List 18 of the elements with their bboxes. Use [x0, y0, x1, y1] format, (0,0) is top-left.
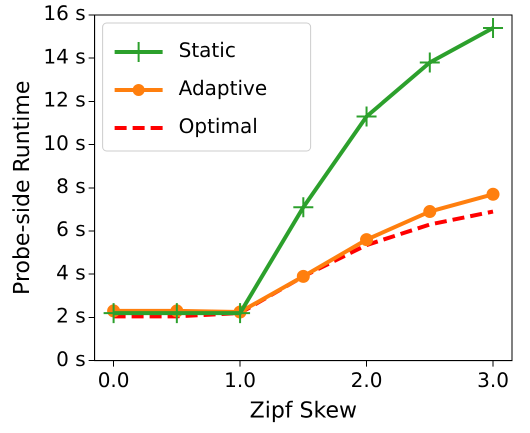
legend-label: Static — [178, 38, 236, 62]
y-tick-label: 4 s — [56, 260, 86, 284]
y-tick-label: 16 s — [43, 1, 86, 26]
legend-label: Adaptive — [178, 76, 268, 100]
y-tick-label: 10 s — [43, 130, 86, 155]
y-tick-label: 0 s — [56, 346, 86, 371]
x-axis-title: Zipf Skew — [250, 398, 357, 424]
x-tick-label: 1.0 — [224, 368, 256, 392]
x-tick-label: 0.0 — [98, 368, 130, 392]
legend-label: Optimal — [178, 114, 258, 138]
y-axis-title: Probe-side Runtime — [10, 80, 35, 295]
x-tick-label: 3.0 — [477, 368, 509, 392]
y-tick-label: 2 s — [56, 304, 86, 328]
y-tick-label: 6 s — [56, 217, 86, 242]
y-tick-label: 14 s — [43, 44, 86, 68]
y-tick-label: 12 s — [43, 88, 86, 112]
y-tick-label: 8 s — [56, 174, 86, 198]
x-tick-label: 2.0 — [350, 368, 382, 392]
